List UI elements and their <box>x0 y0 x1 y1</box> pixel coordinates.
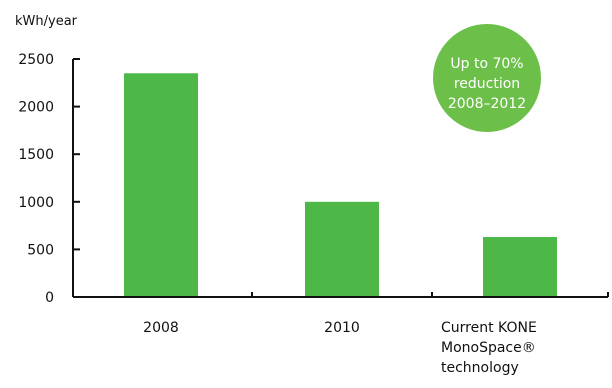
bar-1 <box>305 201 379 297</box>
y-axis: 0 500 1000 1500 2000 2500 <box>18 52 80 306</box>
y-tick-label: 0 <box>45 290 54 306</box>
x-tick-label: 2010 <box>324 320 360 336</box>
y-tick-label: 500 <box>27 242 54 258</box>
bars <box>124 73 557 297</box>
y-tick-label: 1500 <box>18 147 54 163</box>
bar-0 <box>124 73 198 297</box>
x-tick-label: 2008 <box>143 320 179 336</box>
y-tick-label: 2000 <box>18 100 54 116</box>
reduction-badge: Up to 70% reduction 2008–2012 <box>433 24 541 132</box>
bar-2 <box>483 237 557 297</box>
y-axis-title: kWh/year <box>15 14 78 29</box>
y-tick-label: 2500 <box>18 52 54 68</box>
badge-text: Up to 70% reduction 2008–2012 <box>448 56 526 112</box>
x-axis: 2008 2010 Current KONE MonoSpace® technology <box>73 292 609 376</box>
x-tick-label: Current KONE MonoSpace® technology <box>441 320 537 376</box>
y-tick-label: 1000 <box>18 195 54 211</box>
badge-circle <box>433 24 541 132</box>
